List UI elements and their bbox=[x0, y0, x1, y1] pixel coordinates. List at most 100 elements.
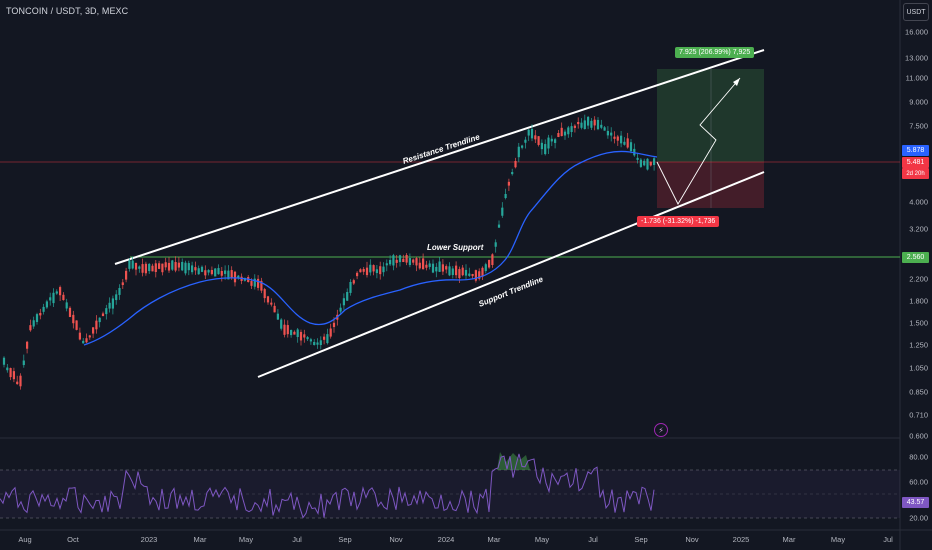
candle-body bbox=[68, 307, 72, 317]
candle-body bbox=[613, 136, 616, 139]
price-tick: 0.710 bbox=[909, 410, 928, 420]
candle-body bbox=[197, 268, 200, 275]
candle-body bbox=[141, 264, 144, 273]
price-tick: 0.600 bbox=[909, 431, 928, 441]
candle-body bbox=[600, 124, 603, 128]
candle-body bbox=[101, 313, 105, 317]
price-tick: 1.500 bbox=[909, 318, 928, 328]
candle-body bbox=[530, 128, 534, 139]
candle-body bbox=[151, 265, 154, 272]
time-tick: Jul bbox=[292, 535, 302, 544]
candle-body bbox=[174, 262, 177, 271]
candle-body bbox=[616, 136, 619, 141]
candle-body bbox=[144, 263, 147, 274]
time-tick: Mar bbox=[193, 535, 207, 544]
time-tick: May bbox=[238, 535, 254, 544]
candle-body bbox=[237, 275, 240, 278]
time-tick: Oct bbox=[67, 535, 79, 544]
candle-body bbox=[273, 305, 276, 313]
candle-body bbox=[181, 261, 184, 271]
candle-body bbox=[12, 371, 15, 380]
candle-body bbox=[636, 157, 639, 160]
candle-body bbox=[570, 126, 573, 132]
candle-body bbox=[29, 325, 32, 331]
time-tick: Nov bbox=[389, 535, 403, 544]
candle-body bbox=[606, 130, 609, 136]
ma-value-badge: 5.878 bbox=[902, 145, 929, 156]
candle-body bbox=[290, 330, 293, 336]
currency-button[interactable]: USDT bbox=[903, 3, 929, 21]
candle-body bbox=[230, 270, 233, 278]
lower-support-label[interactable]: Lower Support bbox=[427, 243, 484, 252]
candle-body bbox=[398, 255, 402, 263]
candle-body bbox=[438, 261, 441, 272]
candle-body bbox=[82, 340, 85, 344]
rsi-value-badge: 43.57 bbox=[902, 497, 929, 508]
candle-body bbox=[560, 127, 563, 137]
candle-body bbox=[224, 270, 227, 274]
candle-body bbox=[26, 341, 29, 349]
candle-body bbox=[148, 263, 151, 272]
candle-body bbox=[623, 141, 626, 145]
candle-body bbox=[342, 298, 345, 306]
candle-body bbox=[504, 193, 507, 199]
candle-body bbox=[187, 263, 190, 271]
candle-body bbox=[184, 262, 187, 274]
time-tick: Jul bbox=[883, 535, 893, 544]
candle-body bbox=[42, 306, 45, 312]
time-tick: 2025 bbox=[732, 535, 750, 544]
candle-body bbox=[629, 142, 633, 152]
candle-body bbox=[610, 132, 613, 136]
candle-body bbox=[405, 254, 408, 263]
symbol-title[interactable]: TONCOIN / USDT, 3D, MEXC bbox=[6, 6, 129, 16]
candle-body bbox=[646, 158, 649, 170]
candle-body bbox=[590, 120, 593, 128]
rsi-line bbox=[0, 453, 655, 519]
candle-body bbox=[491, 254, 494, 265]
stop-label: -1.736 (-31.32%) -1,736 bbox=[637, 216, 720, 227]
candle-body bbox=[253, 278, 256, 287]
candle-body bbox=[75, 320, 78, 330]
candle-body bbox=[507, 181, 510, 186]
projection-path bbox=[656, 77, 741, 205]
time-tick: Mar bbox=[487, 535, 501, 544]
candle-body bbox=[134, 262, 138, 270]
candle-body bbox=[596, 119, 600, 130]
candle-body bbox=[372, 265, 375, 272]
candle-body bbox=[501, 207, 504, 216]
candle-body bbox=[125, 270, 128, 280]
candle-body bbox=[379, 266, 382, 275]
candle-body bbox=[385, 263, 388, 266]
candle-body bbox=[306, 337, 309, 340]
candle-body bbox=[111, 298, 114, 309]
candle-body bbox=[339, 307, 342, 312]
candle-body bbox=[524, 139, 527, 143]
price-tick: 7.500 bbox=[909, 121, 928, 131]
candle-body bbox=[65, 302, 68, 309]
candle-body bbox=[497, 224, 501, 228]
candle-body bbox=[593, 119, 596, 126]
candle-body bbox=[639, 159, 642, 167]
candle-body bbox=[220, 270, 223, 276]
candle-body bbox=[488, 259, 491, 268]
candle-body bbox=[471, 273, 474, 277]
candle-body bbox=[59, 287, 62, 296]
candle-body bbox=[478, 271, 481, 279]
candle-body bbox=[514, 160, 517, 168]
candle-body bbox=[108, 302, 111, 309]
lightning-icon[interactable]: ⚡ bbox=[654, 423, 668, 437]
candle-body bbox=[451, 268, 454, 276]
candle-body bbox=[620, 135, 623, 144]
candle-body bbox=[6, 367, 9, 371]
resistance-trendline bbox=[114, 49, 765, 265]
candle-body bbox=[115, 294, 118, 301]
rsi-tick: 80.00 bbox=[909, 452, 928, 462]
price-tick: 4.000 bbox=[909, 197, 928, 207]
candle-body bbox=[431, 263, 435, 273]
candle-body bbox=[299, 331, 303, 341]
candle-body bbox=[207, 270, 210, 273]
countdown-badge: 2d 20h bbox=[902, 168, 929, 179]
candle-body bbox=[474, 270, 477, 281]
candle-body bbox=[557, 133, 560, 137]
